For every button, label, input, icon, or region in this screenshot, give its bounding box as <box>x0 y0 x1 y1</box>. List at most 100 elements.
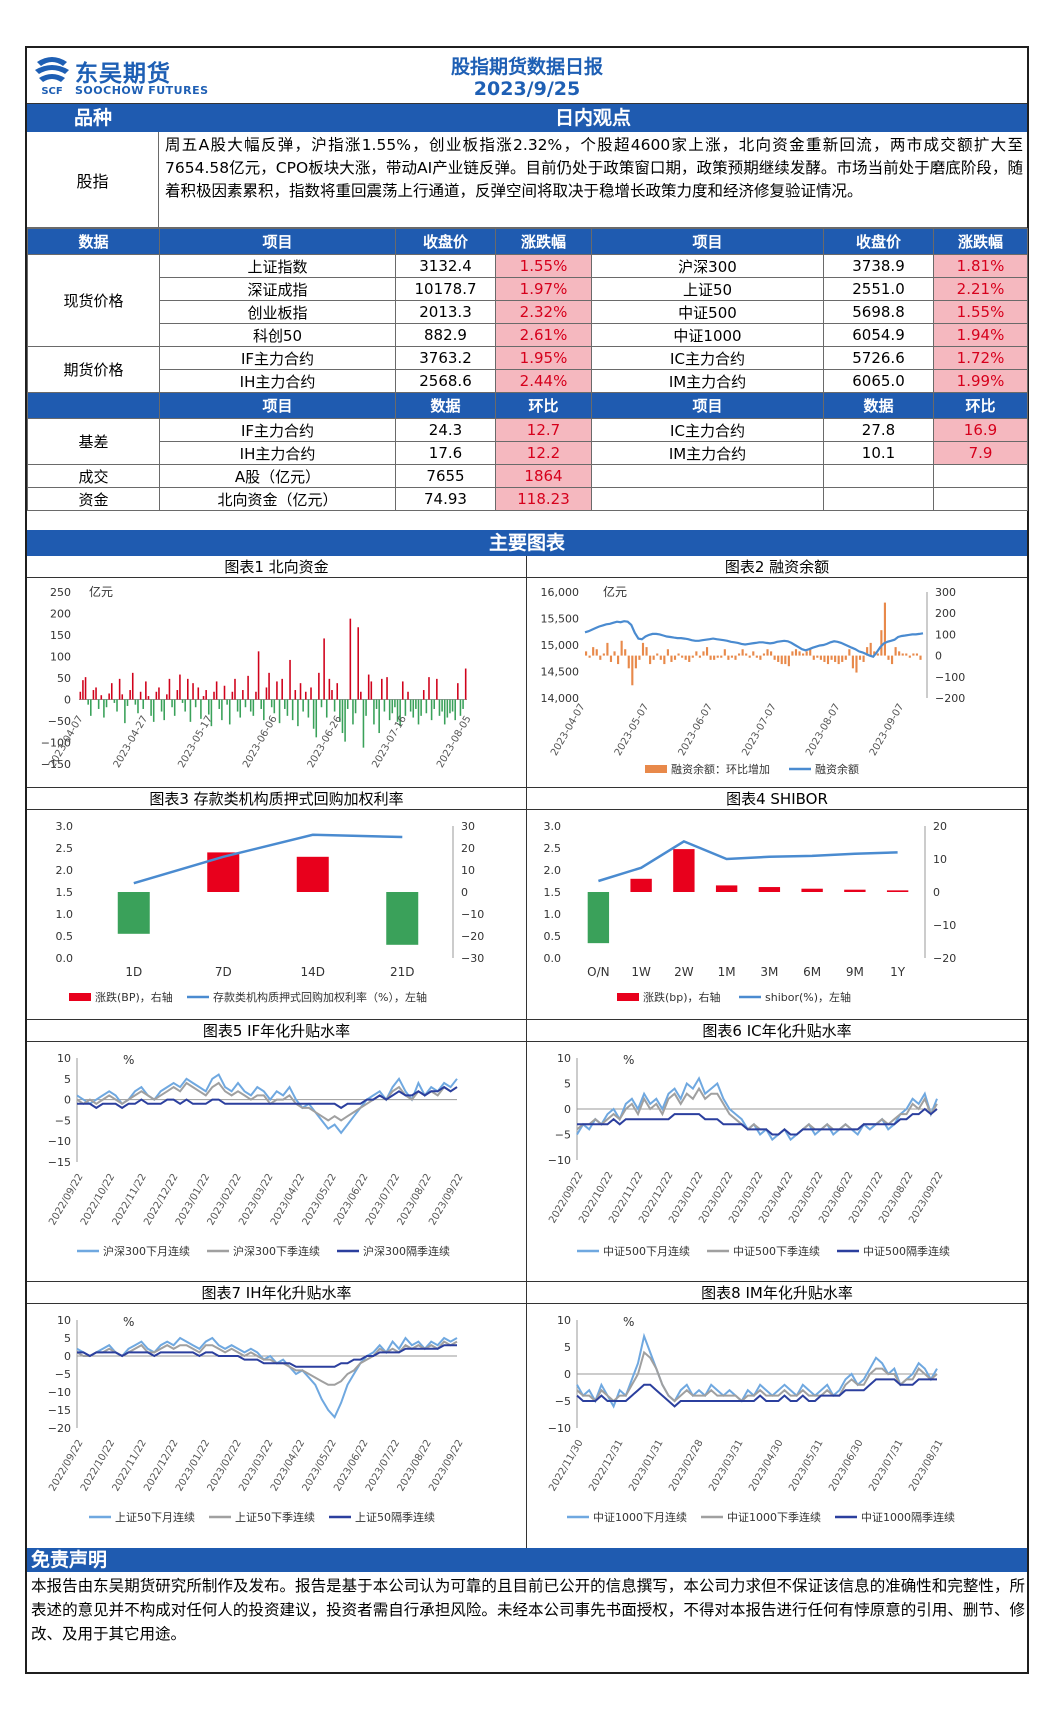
chart-title: 图表2 融资余额 <box>527 556 1027 578</box>
bar <box>310 687 312 700</box>
bar <box>645 647 648 656</box>
y-tick-label: 5 <box>64 1073 71 1086</box>
bar <box>620 640 623 656</box>
y-right-tick-label: −200 <box>935 692 965 705</box>
close-value: 2013.3 <box>395 300 496 324</box>
th-mom-2: 环比 <box>933 392 1028 419</box>
bar <box>752 651 755 656</box>
table-row: 成交 A股（亿元） 7655 1864 <box>27 464 1028 488</box>
chart-svg: 16,000 15,500 15,000 14,500 14,000 300 200 100 0… <box>541 584 966 776</box>
y-tick-label: 0 <box>64 1094 71 1107</box>
close-value: 3763.2 <box>395 346 496 370</box>
data-value: 27.8 <box>823 418 934 442</box>
bar <box>908 655 911 658</box>
bar <box>318 672 320 700</box>
bar <box>801 888 823 892</box>
y-right-tick-label: 10 <box>933 853 947 866</box>
bar <box>599 655 602 660</box>
series-line <box>76 1081 458 1122</box>
bar <box>357 627 359 700</box>
bar <box>634 655 637 669</box>
x-tick-label: 3M <box>760 965 778 979</box>
bar <box>124 699 126 724</box>
close-value: 882.9 <box>395 323 496 347</box>
th-item-2: 项目 <box>591 392 824 419</box>
view-variety: 股指 <box>27 132 159 228</box>
price-header-row: 数据 项目 收盘价 涨跌幅 项目 收盘价 涨跌幅 <box>27 228 1028 255</box>
bar <box>841 655 844 662</box>
basis-table: 项目 数据 环比 项目 数据 环比 基差 IF主力合约 24.3 12.7 IC… <box>27 392 1028 511</box>
mom-value: 1864 <box>495 464 592 488</box>
view-text: 周五A股大幅反弹，沪指涨1.55%，创业板指涨2.32%，个股超4600家上涨，… <box>165 136 1023 200</box>
legend-item-label: 上证50下月连续 <box>115 1510 195 1524</box>
bar <box>126 699 129 706</box>
bar <box>399 699 401 727</box>
bar <box>659 655 662 660</box>
bar <box>617 655 620 665</box>
legend-item-label: 沪深300隔季连续 <box>363 1244 450 1258</box>
legend-item-label: 上证50隔季连续 <box>355 1510 435 1524</box>
bar <box>404 699 407 716</box>
bar <box>919 655 922 660</box>
charts-title: 主要图表 <box>488 532 565 554</box>
change-value: 2.32% <box>495 300 592 324</box>
chart-if-basis-rate: 图表5 IF年化升贴水率 10 5 0 −5 −10 −15% 2022/09/22 2022… <box>27 1020 526 1282</box>
bar <box>373 699 375 725</box>
bar <box>873 651 876 656</box>
bar <box>360 691 362 700</box>
change-value: 1.55% <box>495 254 592 278</box>
close-value: 5726.6 <box>823 346 934 370</box>
bar <box>100 695 103 700</box>
legend-bar-swatch <box>69 993 91 1001</box>
item-name: 北向资金（亿元） <box>159 487 396 511</box>
data-value: 17.6 <box>395 441 496 465</box>
bar <box>412 699 415 718</box>
x-tick-label: 2023/09/22 <box>427 1172 465 1227</box>
item-name: IF主力合约 <box>159 346 396 370</box>
y-left-tick-label: 0.5 <box>56 930 74 943</box>
change-value: 2.21% <box>933 277 1028 301</box>
bar <box>150 699 152 716</box>
bar <box>181 699 184 703</box>
chart-svg: 3.0 2.5 2.0 1.5 1.0 0.5 0.0 20 10 0 −10 −20 O/N 1W 2W 1… <box>544 820 957 1004</box>
bar <box>82 680 84 700</box>
y-left-tick-label: 0.5 <box>544 930 562 943</box>
y-left-tick-label: 3.0 <box>56 820 74 833</box>
th-data: 数据 <box>395 392 496 419</box>
x-tick-label: 2023-04-07 <box>549 702 588 758</box>
bar <box>812 655 815 660</box>
price-table: 数据 项目 收盘价 涨跌幅 项目 收盘价 涨跌幅 现货价格 上证指数 3132.… <box>27 228 1028 393</box>
bar <box>270 699 273 708</box>
mom-value: 7.9 <box>933 441 1028 465</box>
bar <box>830 655 833 660</box>
x-tick-label: 1W <box>631 965 651 979</box>
bar <box>160 699 163 712</box>
bar <box>409 699 412 712</box>
bar <box>624 649 627 656</box>
bar <box>912 653 915 656</box>
data-value: 7655 <box>395 464 496 488</box>
bar <box>652 655 655 660</box>
bar <box>349 618 352 700</box>
change-value: 1.95% <box>495 346 592 370</box>
bar <box>336 683 339 700</box>
bar <box>809 649 812 656</box>
th-blank <box>27 392 160 419</box>
y-tick-label: 50 <box>57 672 71 685</box>
change-value: 1.94% <box>933 323 1028 347</box>
bar <box>362 699 365 748</box>
bar <box>391 699 394 714</box>
bar <box>239 699 242 718</box>
th-change: 涨跌幅 <box>495 228 592 255</box>
chart-northbound-funds: 图表1 北向资金 250 200 150 100 50 0 −50 −100 −150 亿元 202… <box>27 556 526 788</box>
col-view: 日内观点 <box>554 107 631 129</box>
x-tick-label: 2023-08-07 <box>804 702 843 758</box>
bar <box>837 655 840 665</box>
y-tick-label: 10 <box>557 1314 571 1327</box>
bar <box>215 681 218 700</box>
bar <box>855 655 858 673</box>
th-close-2: 收盘价 <box>823 228 934 255</box>
chart-svg: 1050−5−10−15%2022/09/222022/10/222022/11… <box>47 1052 465 1258</box>
bar <box>87 699 89 705</box>
bar <box>339 699 341 722</box>
